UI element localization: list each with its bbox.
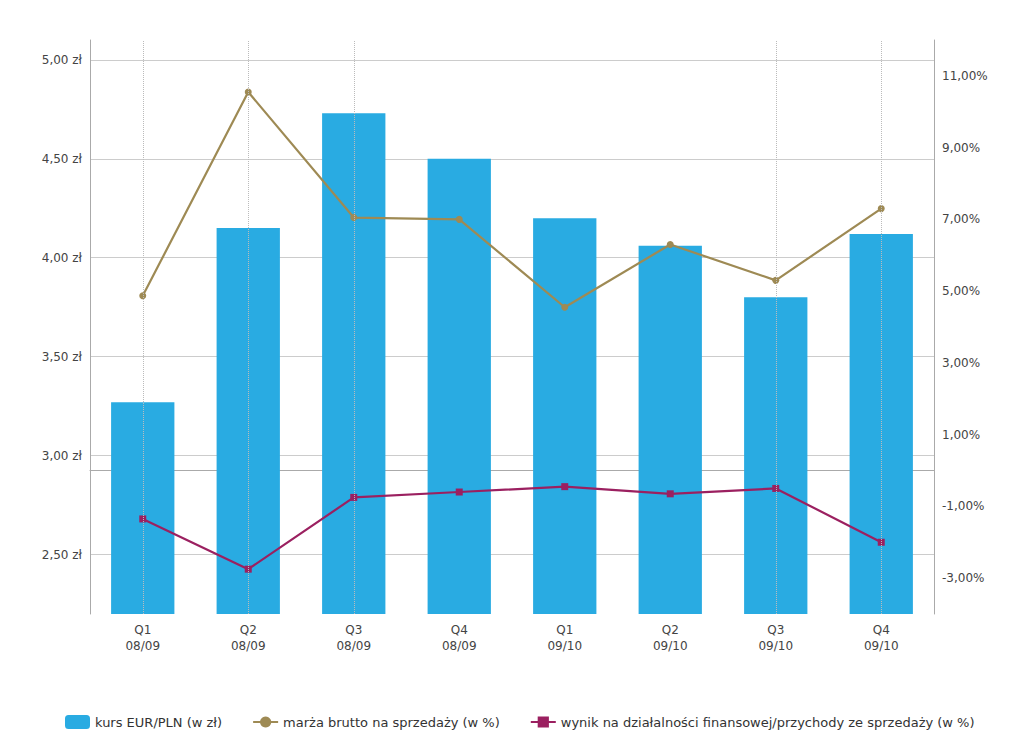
svg-text:Q4: Q4 xyxy=(451,623,468,637)
svg-text:09/10: 09/10 xyxy=(758,639,793,653)
svg-text:Q3: Q3 xyxy=(345,623,362,637)
svg-text:09/10: 09/10 xyxy=(547,639,582,653)
svg-text:09/10: 09/10 xyxy=(864,639,899,653)
svg-text:3,00%: 3,00% xyxy=(942,356,980,370)
svg-text:Q3: Q3 xyxy=(767,623,784,637)
svg-text:-1,00%: -1,00% xyxy=(942,499,984,513)
svg-text:08/09: 08/09 xyxy=(442,639,477,653)
svg-text:2,50 zł: 2,50 zł xyxy=(42,548,83,562)
svg-text:Q4: Q4 xyxy=(873,623,890,637)
svg-text:Q2: Q2 xyxy=(240,623,257,637)
svg-text:3,00 zł: 3,00 zł xyxy=(42,449,83,463)
svg-text:08/09: 08/09 xyxy=(336,639,371,653)
svg-text:09/10: 09/10 xyxy=(653,639,688,653)
svg-text:9,00%: 9,00% xyxy=(942,141,980,155)
svg-text:3,50 zł: 3,50 zł xyxy=(42,350,83,364)
svg-text:1,00%: 1,00% xyxy=(942,428,980,442)
svg-text:-3,00%: -3,00% xyxy=(942,571,984,585)
svg-text:Q2: Q2 xyxy=(662,623,679,637)
svg-text:marża brutto na sprzedaży (w %: marża brutto na sprzedaży (w %) xyxy=(283,715,500,730)
svg-text:5,00 zł: 5,00 zł xyxy=(42,53,83,67)
svg-text:4,50 zł: 4,50 zł xyxy=(42,152,83,166)
svg-text:11,00%: 11,00% xyxy=(942,69,988,83)
svg-text:4,00 zł: 4,00 zł xyxy=(42,251,83,265)
svg-text:08/09: 08/09 xyxy=(231,639,266,653)
svg-text:Q1: Q1 xyxy=(556,623,573,637)
svg-text:5,00%: 5,00% xyxy=(942,284,980,298)
svg-text:Q1: Q1 xyxy=(134,623,151,637)
svg-text:kurs EUR/PLN (w zł): kurs EUR/PLN (w zł) xyxy=(95,715,222,730)
svg-text:wynik na działalności finansow: wynik na działalności finansowej/przycho… xyxy=(561,715,975,730)
svg-text:08/09: 08/09 xyxy=(125,639,160,653)
svg-text:7,00%: 7,00% xyxy=(942,212,980,226)
